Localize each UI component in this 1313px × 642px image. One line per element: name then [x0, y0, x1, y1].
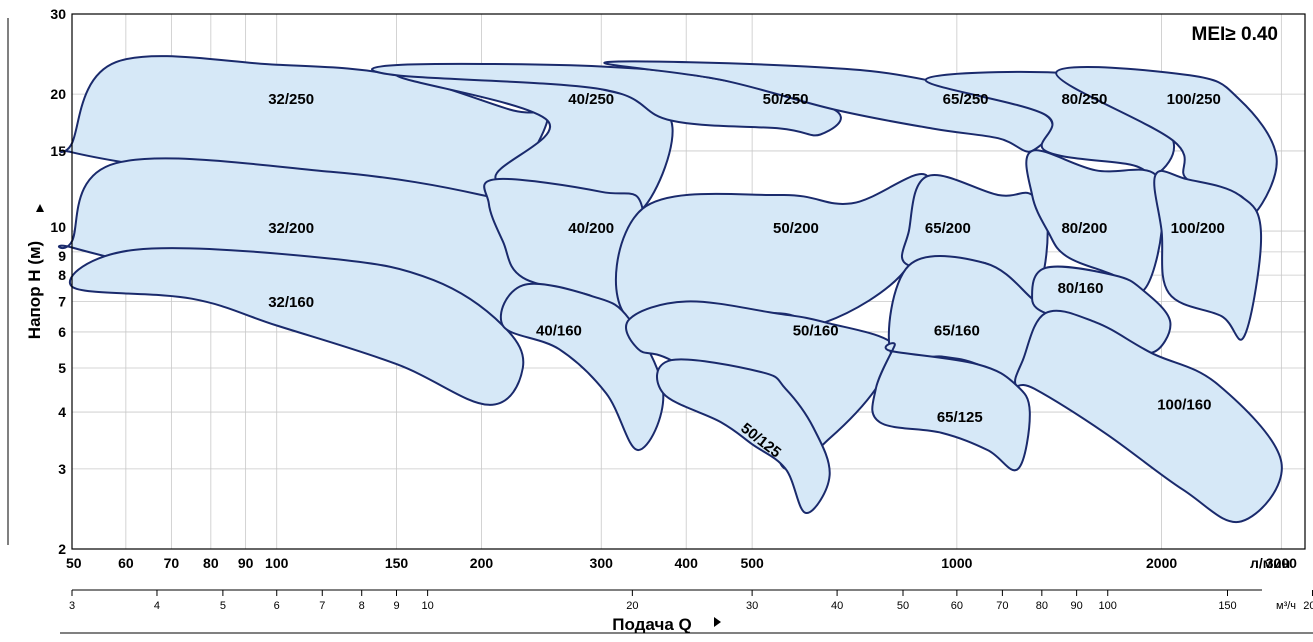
- y-axis-title: Напор H (м): [25, 241, 44, 339]
- y-axis-arrow-icon: [36, 204, 44, 212]
- x-unit-label: л/мин: [1250, 555, 1290, 571]
- zone-label-80-160: 80/160: [1058, 280, 1104, 297]
- x-tick-label: 90: [238, 555, 254, 571]
- zone-label-100-160: 100/160: [1157, 397, 1211, 414]
- x-tick-label: 2000: [1146, 555, 1177, 571]
- zone-label-50-250: 50/250: [763, 91, 809, 108]
- zone-100-200: [1153, 169, 1263, 341]
- mei-annotation: MEI≥ 0.40: [1192, 24, 1278, 45]
- x-tick-label: 70: [164, 555, 180, 571]
- x-tick-label: 200: [470, 555, 494, 571]
- zone-label-40-160: 40/160: [536, 322, 582, 339]
- x2-tick-label: 60: [951, 600, 963, 612]
- x-tick-label: 400: [675, 555, 699, 571]
- zone-50-125: [656, 358, 831, 514]
- x2-tick-label: 150: [1218, 600, 1236, 612]
- zone-65-125: [871, 342, 1031, 472]
- zone-label-50-160: 50/160: [793, 322, 839, 339]
- zone-label-32-160: 32/160: [268, 294, 314, 311]
- y-tick-label: 20: [50, 86, 66, 102]
- x-tick-label: 100: [265, 555, 289, 571]
- y-tick-label: 30: [50, 6, 66, 22]
- zone-label-80-250: 80/250: [1061, 91, 1107, 108]
- zone-100-160: [1014, 309, 1283, 524]
- x-tick-label: 80: [203, 555, 219, 571]
- x2-tick-label: 80: [1036, 600, 1048, 612]
- zone-label-40-200: 40/200: [568, 220, 614, 237]
- plot-frame: [71, 13, 1306, 550]
- x2-tick-label: 30: [746, 600, 758, 612]
- zone-label-65-250: 65/250: [943, 91, 989, 108]
- x-tick-label: 1000: [941, 555, 972, 571]
- zone-label-65-160: 65/160: [934, 322, 980, 339]
- x2-tick-label: 7: [319, 600, 325, 612]
- y-tick-label: 10: [50, 219, 66, 235]
- zone-label-80-200: 80/200: [1061, 220, 1107, 237]
- x2-tick-label: 70: [996, 600, 1008, 612]
- x2-tick-label: 50: [897, 600, 909, 612]
- x-axis-title: Подача Q: [612, 615, 691, 634]
- y-tick-label: 9: [58, 248, 66, 264]
- zone-50-250: [371, 62, 842, 137]
- x2-tick-label: 4: [154, 600, 160, 612]
- zone-label-50-200: 50/200: [773, 220, 819, 237]
- x-tick-label: 3000: [1266, 555, 1297, 571]
- x2-tick-label: 3: [69, 600, 75, 612]
- y-tick-label: 8: [58, 267, 66, 283]
- zone-layer: [58, 55, 1283, 524]
- y-tick-label: 3: [58, 461, 66, 477]
- y-tick-label: 5: [58, 360, 66, 376]
- zone-label-100-250: 100/250: [1167, 91, 1221, 108]
- x2-tick-label: 40: [831, 600, 843, 612]
- y-tick-label: 2: [58, 541, 66, 557]
- zone-32-160: [69, 247, 525, 406]
- x-axis-arrow-icon: [714, 617, 721, 627]
- x-tick-label: 300: [590, 555, 614, 571]
- x-tick-label: 150: [385, 555, 409, 571]
- x2-unit-label: м³/ч: [1276, 600, 1296, 612]
- zone-label-65-125: 65/125: [937, 409, 983, 426]
- x2-tick-label: 6: [274, 600, 280, 612]
- x-tick-label: 500: [740, 555, 764, 571]
- x2-tick-label: 9: [393, 600, 399, 612]
- x-tick-label: 60: [118, 555, 134, 571]
- x2-tick-label: 5: [220, 600, 226, 612]
- x2-tick-label: 200: [1303, 600, 1313, 612]
- y-tick-label: 15: [50, 143, 66, 159]
- zone-label-32-200: 32/200: [268, 220, 314, 237]
- x2-tick-label: 8: [359, 600, 365, 612]
- x2-tick-label: 10: [421, 600, 433, 612]
- x2-tick-label: 100: [1099, 600, 1117, 612]
- zone-label-100-200: 100/200: [1171, 220, 1225, 237]
- x2-tick-label: 20: [626, 600, 638, 612]
- zone-label-32-250: 32/250: [268, 91, 314, 108]
- zone-label-65-200: 65/200: [925, 220, 971, 237]
- axis-layer: 2 3 4 5 6 7 8 9 10 15 20 30 50 60 70 80 90 100 150 200 300 40…: [50, 6, 1313, 612]
- y-tick-label: 7: [58, 294, 66, 310]
- y-tick-label: 6: [58, 324, 66, 340]
- x2-tick-label: 90: [1070, 600, 1082, 612]
- y-tick-label: 4: [58, 404, 66, 420]
- x-tick-label: 50: [66, 555, 82, 571]
- zone-label-40-250: 40/250: [568, 91, 614, 108]
